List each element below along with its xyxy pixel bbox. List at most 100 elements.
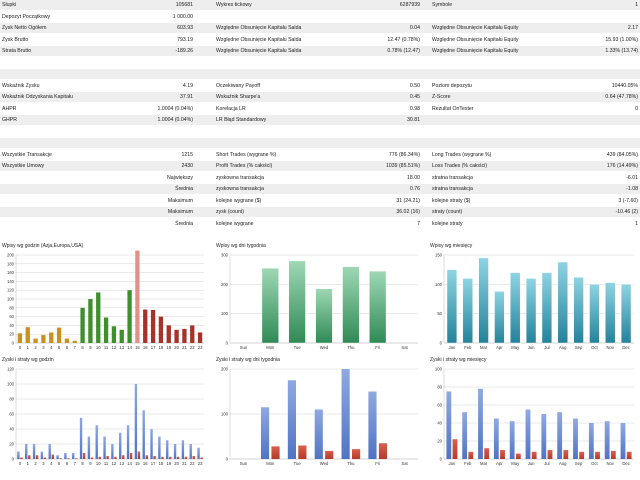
report-value bbox=[128, 69, 193, 79]
profit-bar bbox=[17, 451, 20, 459]
x-tick-label: Sun bbox=[240, 345, 248, 350]
bar bbox=[119, 329, 124, 343]
loss-bar bbox=[579, 451, 585, 459]
x-tick-label: Mon bbox=[266, 461, 275, 466]
loss-bar bbox=[169, 456, 172, 459]
y-tick-label: 20 bbox=[9, 332, 14, 337]
loss-bar bbox=[531, 451, 537, 459]
report-value: 776 (86.34%) bbox=[388, 151, 420, 158]
report-label: stratna transakcja bbox=[432, 174, 473, 181]
profit-bar bbox=[260, 407, 270, 459]
x-tick-label: 18 bbox=[159, 345, 164, 350]
report-label: Maksimum bbox=[167, 209, 193, 215]
profit-bar bbox=[87, 436, 91, 459]
bar bbox=[478, 257, 489, 344]
bar bbox=[261, 268, 279, 344]
profit-bar bbox=[56, 455, 59, 459]
report-label: Wskaźnik Odzyskania Kapitału bbox=[2, 94, 73, 100]
x-tick-label: 17 bbox=[151, 345, 156, 350]
x-tick-label: 2 bbox=[34, 345, 37, 350]
x-tick-label: Oct bbox=[591, 345, 598, 350]
report-value: -10.46 (2) bbox=[615, 209, 639, 215]
bar bbox=[96, 292, 101, 343]
chart-title: Wpisy wg dni tygodnia bbox=[216, 243, 266, 249]
report-row: Maksimum zysk (count) 36.02 (16) straty (co… bbox=[0, 207, 640, 217]
x-tick-label: 15 bbox=[135, 345, 140, 350]
bar bbox=[158, 316, 164, 343]
bar bbox=[33, 338, 38, 343]
x-tick-label: 0 bbox=[19, 461, 22, 466]
loss-bar bbox=[192, 456, 195, 459]
bar bbox=[494, 291, 505, 344]
report-label bbox=[216, 69, 346, 79]
x-tick-label: Mar bbox=[480, 345, 488, 350]
report-row bbox=[0, 58, 640, 68]
report-value: 1039 (85.51%) bbox=[385, 163, 420, 169]
report-row: AHPR 1.0004 (0.04%) Korelacja LR 0.98 Rezult… bbox=[0, 104, 640, 114]
report-label: AHPR bbox=[2, 105, 17, 112]
x-tick-label: 8 bbox=[81, 461, 84, 466]
report-label bbox=[2, 127, 127, 137]
chart-title: Zyski i straty wg miesięcy bbox=[430, 357, 487, 363]
loss-bar bbox=[35, 455, 39, 459]
x-tick-label: Apr bbox=[496, 461, 503, 466]
bar bbox=[150, 310, 156, 343]
x-tick-label: Thu bbox=[347, 461, 355, 466]
x-tick-label: 16 bbox=[143, 345, 148, 350]
profit-bar bbox=[604, 421, 610, 459]
profit-bar bbox=[173, 444, 177, 459]
profit-bar bbox=[620, 423, 626, 459]
x-tick-label: 23 bbox=[198, 345, 203, 350]
x-tick-label: 22 bbox=[190, 345, 195, 350]
report-value bbox=[558, 138, 638, 148]
y-tick-label: 150 bbox=[435, 253, 443, 258]
report-value: 105681 bbox=[175, 2, 193, 8]
report-label: Symbole bbox=[432, 2, 453, 8]
loss-bar bbox=[98, 456, 101, 459]
bar bbox=[288, 260, 306, 344]
y-tick-label: 160 bbox=[7, 270, 15, 275]
report-row: Wskaźnik Zysku 4.19 Oczekiwany Payoff 0.50 P… bbox=[0, 81, 640, 91]
bar bbox=[620, 284, 632, 344]
loss-bar bbox=[595, 451, 600, 459]
report-value: 0.78% (12.47) bbox=[387, 48, 420, 54]
bar bbox=[143, 309, 148, 343]
x-tick-label: 3 bbox=[42, 345, 45, 350]
y-tick-label: 100 bbox=[435, 282, 443, 287]
report-label: Zysk Netto Ogółem bbox=[2, 25, 47, 31]
loss-bar bbox=[161, 456, 164, 459]
x-tick-label: Jan bbox=[449, 461, 456, 466]
chart-pl-weekdays: Zyski i straty wg dni tygodnia 0 100 200 Su… bbox=[214, 357, 424, 472]
x-tick-label: Nov bbox=[607, 345, 615, 350]
report-label: Względne Obsunięcie Kapitału Equity bbox=[432, 48, 519, 54]
x-tick-label: Mon bbox=[266, 345, 275, 350]
loss-bar bbox=[468, 451, 474, 459]
y-tick-label: 200 bbox=[221, 282, 229, 287]
report-value: 0.64 (47.78%) bbox=[605, 94, 638, 100]
report-value: 0.45 bbox=[409, 94, 420, 100]
report-value: -189.26 bbox=[175, 48, 193, 54]
profit-bar bbox=[95, 425, 98, 459]
x-tick-label: Feb bbox=[464, 461, 472, 466]
x-tick-label: 0 bbox=[19, 345, 22, 350]
x-tick-label: Aug bbox=[559, 345, 567, 350]
y-tick-label: 40 bbox=[437, 421, 442, 426]
x-tick-label: 4 bbox=[50, 461, 53, 466]
report-row: Największy zyskowna transakcja 18.00 stratn… bbox=[0, 173, 640, 183]
report-label: LR Błąd Standardowy bbox=[216, 117, 267, 123]
profit-bar bbox=[557, 412, 563, 459]
chart-entries-months: Wpisy wg miesięcy 0 50 100 150 Jan Feb Mar Apr M… bbox=[428, 243, 640, 356]
report-row: Średnia zyskowna transakcja 0.76 stratna tr… bbox=[0, 184, 640, 194]
loss-bar bbox=[122, 455, 125, 459]
x-tick-label: 9 bbox=[89, 345, 92, 350]
x-tick-label: 20 bbox=[174, 345, 179, 350]
profit-bar bbox=[446, 391, 452, 459]
report-label: Wszystkie Umowy bbox=[2, 163, 45, 169]
y-tick-label: 100 bbox=[435, 367, 443, 372]
y-tick-label: 200 bbox=[7, 253, 15, 258]
bar bbox=[127, 290, 132, 343]
report-label: Względne Obsunięcie Kapitału Equity bbox=[432, 36, 519, 43]
report-value: 603.93 bbox=[177, 25, 193, 31]
x-tick-label: Nov bbox=[607, 461, 615, 466]
report-label bbox=[2, 138, 127, 148]
